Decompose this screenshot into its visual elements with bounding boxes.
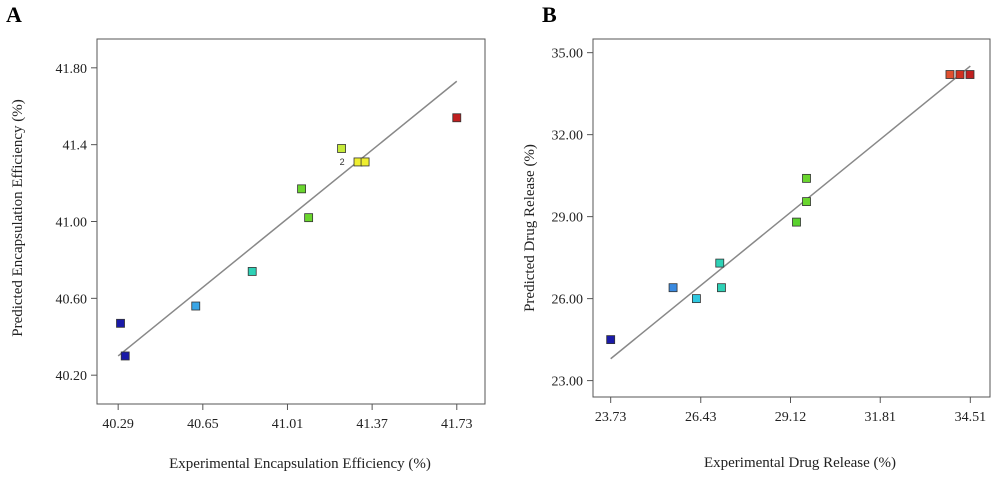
data-point-b-3 — [715, 258, 725, 268]
data-point-b-1 — [668, 283, 678, 293]
x-tick-label-b-1: 26.43 — [685, 410, 717, 425]
y-tick-label-a-2: 41.00 — [56, 216, 88, 231]
x-tick-label-a-2: 41.01 — [272, 417, 304, 432]
y-tick-label-b-0: 23.00 — [552, 375, 584, 390]
y-tick-label-a-4: 41.80 — [56, 62, 88, 77]
fit-line-a — [117, 80, 458, 357]
data-point-a-6 — [337, 144, 346, 153]
data-point-b-2 — [692, 294, 701, 304]
y-tick-label-b-1: 26.00 — [552, 293, 584, 308]
plot-frame-a — [96, 38, 486, 405]
x-tick-label-a-3: 41.37 — [356, 417, 388, 432]
panel-letter-b: B — [542, 2, 557, 27]
y-tick-label-b-2: 29.00 — [552, 211, 584, 226]
data-point-b-7 — [802, 197, 811, 207]
fit-line-b — [610, 65, 971, 360]
y-tick-label-b-3: 32.00 — [552, 129, 584, 144]
x-tick-label-a-0: 40.29 — [102, 417, 134, 432]
data-point-a-3 — [247, 267, 257, 276]
x-tick-label-b-3: 31.81 — [864, 410, 896, 425]
panel-a: A 40.29 40.65 41.01 41.37 41.73 40.20 40.60 41.… — [6, 2, 486, 472]
x-tick-label-a-1: 40.65 — [187, 417, 219, 432]
data-point-a-5 — [304, 213, 314, 223]
data-point-b-6 — [802, 173, 811, 183]
data-point-b-10 — [965, 70, 975, 79]
x-tick-label-b-0: 23.73 — [595, 410, 627, 425]
y-axis-title-a: Predicted Encapsulation Efficiency (%) — [10, 99, 26, 337]
plot-frame-b — [592, 38, 991, 398]
data-point-a-0 — [116, 318, 125, 328]
data-point-b-8 — [945, 70, 955, 79]
x-axis-title-b: Experimental Drug Release (%) — [704, 455, 896, 471]
point-count-label-a-0: 2 — [340, 157, 345, 167]
y-tick-label-b-4: 35.00 — [552, 47, 584, 62]
x-tick-label-a-4: 41.73 — [441, 417, 473, 432]
data-point-a-4 — [297, 184, 306, 194]
data-point-b-4 — [717, 283, 726, 293]
y-tick-label-a-3: 41.4 — [63, 139, 88, 154]
data-point-a-1 — [120, 351, 130, 361]
x-tick-label-b-4: 34.51 — [955, 410, 987, 425]
data-point-a-8 — [360, 157, 370, 167]
x-axis-title-a: Experimental Encapsulation Efficiency (%… — [169, 456, 431, 472]
data-point-b-5 — [792, 217, 801, 227]
data-point-a-2 — [191, 301, 201, 311]
y-tick-label-a-0: 40.20 — [56, 369, 88, 384]
y-tick-label-a-1: 40.60 — [56, 292, 88, 307]
data-point-b-9 — [955, 70, 965, 79]
panel-b: B 23.73 26.43 29.12 31.81 34.51 23.00 26.00 29.… — [522, 2, 991, 471]
x-tick-label-b-2: 29.12 — [775, 410, 807, 425]
data-point-b-0 — [606, 335, 616, 345]
panel-letter-a: A — [6, 2, 22, 27]
data-point-a-9 — [452, 113, 462, 123]
y-axis-title-b: Predicted Drug Release (%) — [522, 144, 538, 312]
